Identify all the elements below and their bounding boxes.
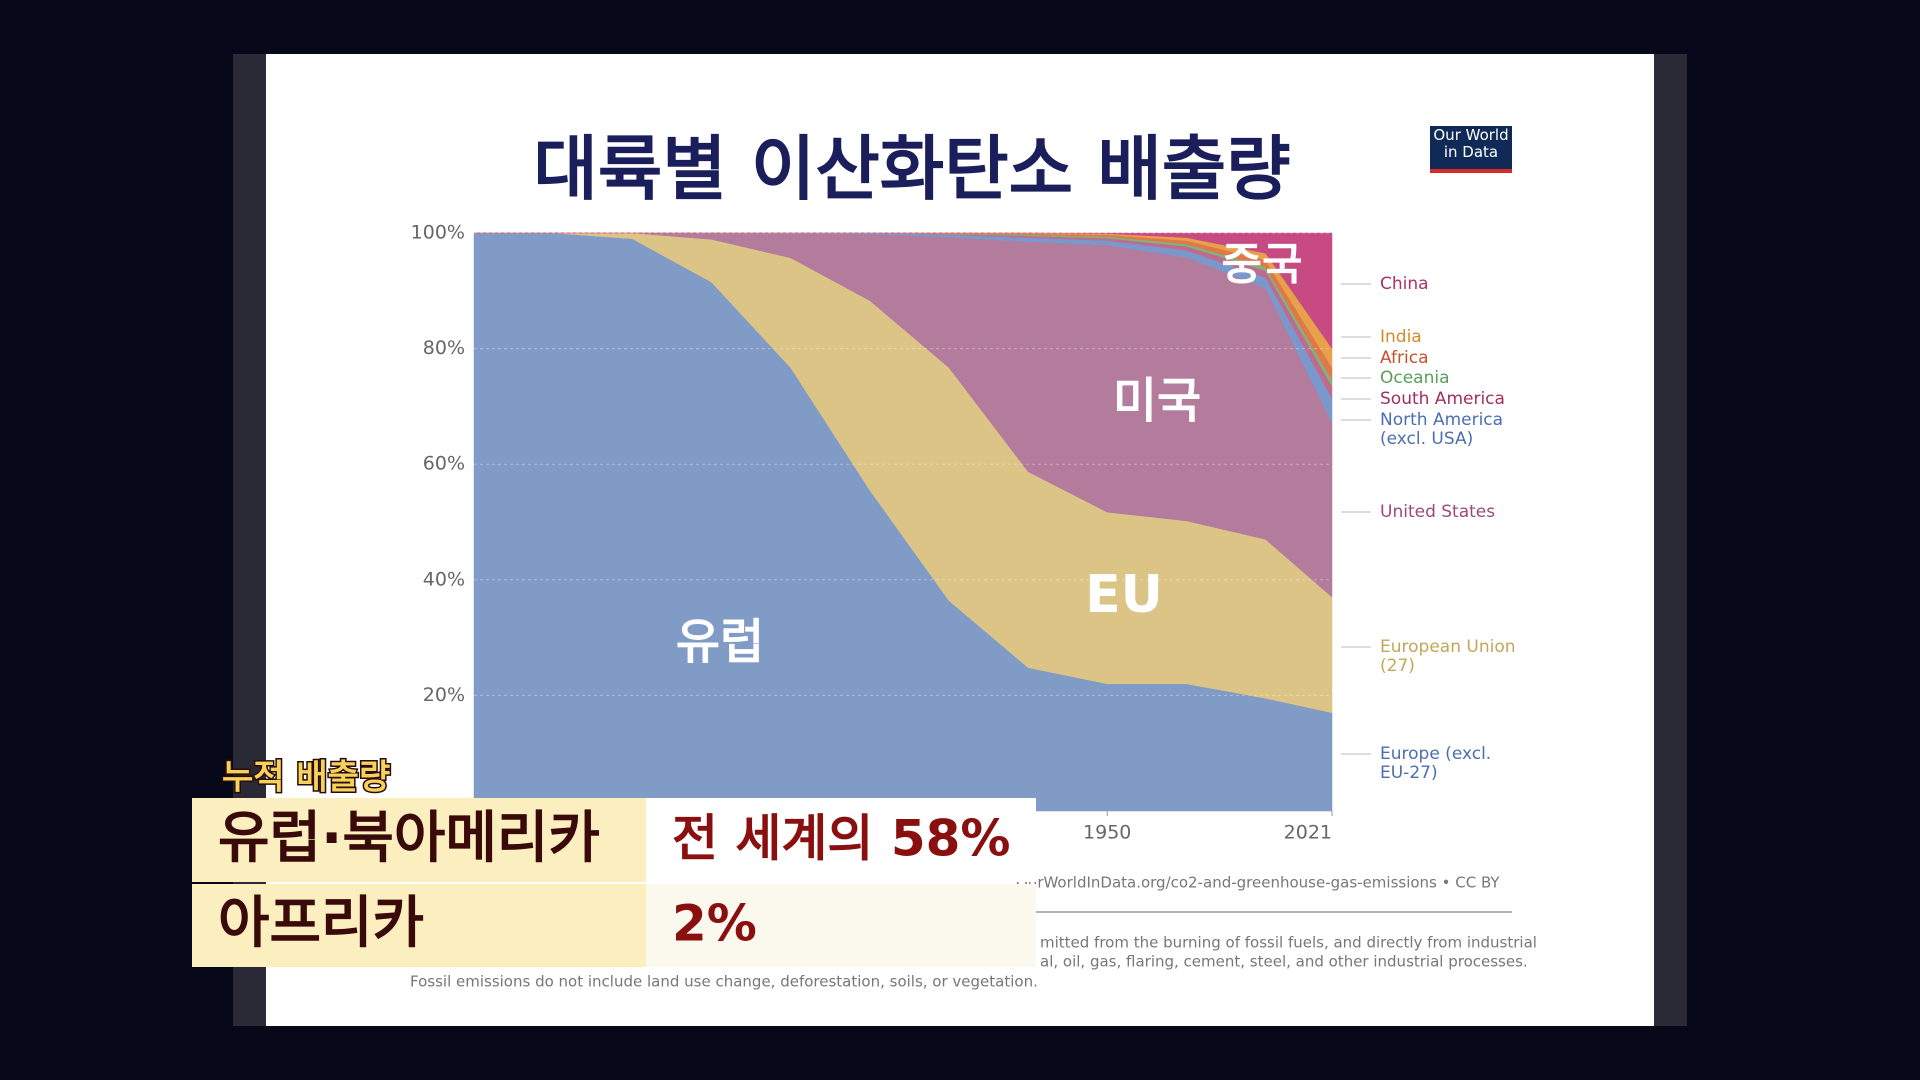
annotation: EU [1085, 565, 1163, 625]
legend-label: Oceania [1380, 368, 1450, 388]
legend-label-line: EU-27) [1380, 763, 1438, 783]
y-tick-label: 20% [423, 684, 465, 706]
legend-label: North America (excl. USA) [1380, 410, 1503, 449]
legend-label-line: European Union [1380, 637, 1516, 657]
legend-label: South America [1380, 389, 1505, 409]
caption-cell [192, 884, 646, 967]
caption-label: 아프리카 [218, 891, 424, 956]
legend-label: European Union (27) [1380, 637, 1516, 676]
caption-cell [646, 798, 1036, 882]
legend-label: China [1380, 274, 1429, 294]
caption-label: 유럽·북아메리카 [218, 806, 600, 871]
logo-text-box: Our World in Data [1433, 127, 1509, 161]
annotation: 유럽 [676, 614, 764, 670]
legend-label: India [1380, 327, 1422, 347]
legend-label-line: Europe (excl. [1380, 744, 1491, 764]
x-tick-label: 1950 [1083, 822, 1131, 844]
caption-value: 2% [672, 895, 757, 953]
caption-cell [192, 798, 646, 882]
caption-value: 전 세계의 58% [672, 810, 1011, 868]
source: OurWorldInData.org/co2-and-greenhouse-ga… [1016, 874, 1500, 892]
caption: 누적 배출량 유럽·북아메리카 전 세계의 58% 아프리카 2% [192, 756, 1036, 967]
legend-label: Africa [1380, 348, 1429, 368]
y-tick-label: 40% [423, 568, 465, 590]
area [474, 232, 1333, 350]
legend-label: Europe (excl. EU-27) [1380, 744, 1491, 783]
x-tick-label: 2021 [1284, 822, 1332, 844]
logo-box [1430, 126, 1512, 173]
annotation: 중국 [1222, 239, 1303, 290]
y-tick-label: 80% [423, 337, 465, 359]
logo-text: Our World in Data [1433, 127, 1509, 161]
note: mitted from the burning of fossil fuels,… [1040, 934, 1537, 952]
y-tick-label: 100% [411, 222, 465, 244]
chart-title: 대륙별 이산화탄소 배출량 [533, 128, 1290, 210]
caption-cell [646, 884, 1036, 967]
note: Fossil emissions do not include land use… [410, 973, 1038, 991]
y-tick-label: 60% [423, 453, 465, 475]
legend-label-line: North America [1380, 410, 1503, 430]
logo-bar [1430, 169, 1512, 173]
legend-label-line: (excl. USA) [1380, 429, 1473, 449]
logo: Our World in Data [1430, 126, 1512, 173]
caption-heading: 누적 배출량 [222, 758, 390, 798]
annotations: 중국 미국 EU 유럽 [676, 239, 1303, 670]
legend-label-line: (27) [1380, 656, 1415, 676]
note: al, oil, gas, flaring, cement, steel, an… [1040, 953, 1528, 971]
annotation: 미국 [1113, 373, 1201, 429]
legend-label: United States [1380, 502, 1495, 522]
